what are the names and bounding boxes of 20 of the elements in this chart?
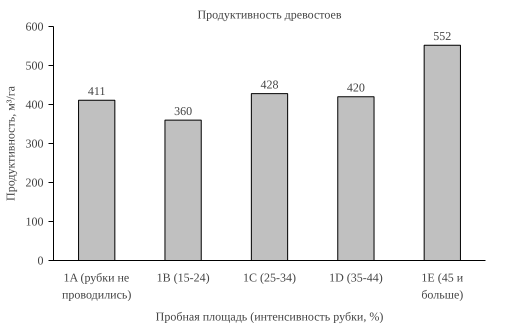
x-tick-label: 1B (15-24): [156, 270, 210, 284]
data-label: 360: [174, 104, 192, 118]
data-label: 411: [88, 84, 106, 98]
y-tick-label: 400: [26, 98, 44, 112]
y-tick-label: 500: [26, 58, 44, 72]
x-tick-label: 1D (35-44): [329, 270, 383, 284]
chart-title: Продуктивность древостоев: [197, 8, 342, 22]
data-label: 420: [346, 80, 365, 95]
y-tick-label: 200: [26, 176, 44, 190]
y-tick-label: 600: [26, 20, 44, 34]
x-axis-title: Пробная площадь (интенсивность рубки, %): [156, 309, 384, 324]
y-axis-title: Продуктивность, м³/га: [4, 85, 18, 201]
y-tick-label: 300: [26, 136, 44, 150]
x-tick-label: 1A (рубки не проводились): [62, 270, 132, 302]
y-tick-label: 0: [38, 254, 44, 268]
y-tick-label: 100: [26, 214, 44, 228]
x-tick-label: 1E (45 и больше): [421, 270, 464, 302]
data-label: 428: [260, 78, 278, 92]
x-tick-label: 1C (25-34): [243, 270, 296, 284]
data-label: 552: [433, 29, 452, 44]
